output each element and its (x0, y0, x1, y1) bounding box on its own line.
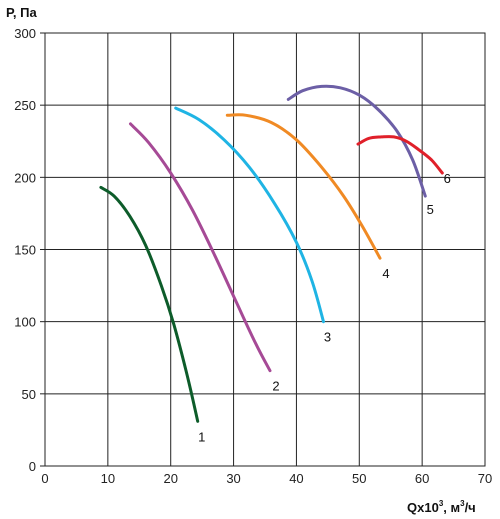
series-line-1 (99, 185, 200, 423)
curve-label-4: 4 (382, 266, 389, 281)
series-group (99, 84, 444, 423)
curve-label-5: 5 (427, 202, 434, 217)
y-tick-label: 300 (14, 26, 36, 41)
y-tick-label: 150 (14, 243, 36, 258)
x-axis-title: Qx103, м3/ч (407, 499, 476, 515)
x-axis-title-main: Qx10 (407, 500, 439, 515)
y-tick-label: 0 (29, 459, 36, 474)
series-line-6 (356, 135, 444, 175)
x-axis-title-unit: , м (443, 500, 460, 515)
series-line-4 (225, 113, 382, 260)
y-tick-label: 250 (14, 98, 36, 113)
curve-label-3: 3 (324, 330, 331, 345)
x-tick-label: 40 (289, 471, 303, 486)
curve-labels: 1 2 3 4 5 6 (198, 171, 451, 444)
x-tick-label: 10 (101, 471, 115, 486)
curve-label-1: 1 (198, 429, 205, 444)
curve-label-6: 6 (444, 171, 451, 186)
y-tick-label: 200 (14, 170, 36, 185)
tick-labels: 0 10 20 30 40 50 60 70 0 50 100 150 200 250 300 (14, 26, 492, 486)
x-axis-title-unit-tail: /ч (465, 500, 476, 515)
x-tick-label: 0 (41, 471, 48, 486)
grid (40, 32, 485, 467)
x-tick-label: 50 (352, 471, 366, 486)
x-axis-title-unit-exp: 3 (460, 499, 465, 508)
x-tick-label: 30 (226, 471, 240, 486)
y-axis-title: Р, Па (6, 5, 37, 20)
series-line-2 (129, 122, 272, 373)
y-tick-label: 100 (14, 315, 36, 330)
x-axis-title-exp: 3 (439, 499, 444, 508)
y-tick-label: 50 (22, 387, 36, 402)
x-tick-label: 60 (415, 471, 429, 486)
series-line-5 (286, 84, 427, 198)
curve-label-2: 2 (272, 379, 279, 394)
x-tick-label: 20 (163, 471, 177, 486)
series-line-3 (174, 106, 325, 324)
plot-frame (44, 32, 486, 467)
x-tick-label: 70 (478, 471, 492, 486)
